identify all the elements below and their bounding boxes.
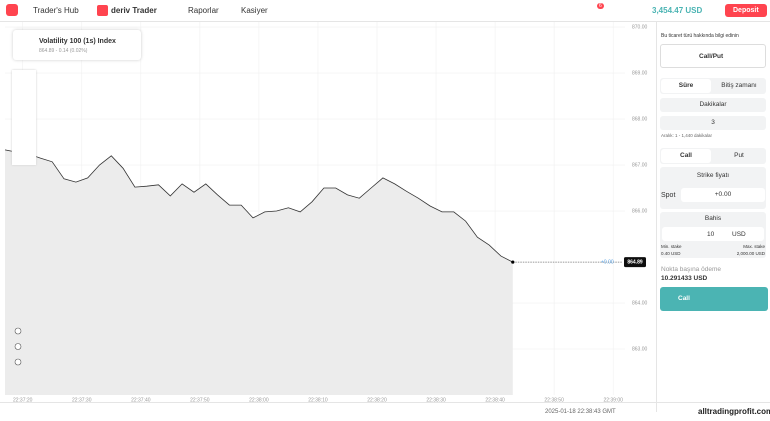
strike-label: Strike fiyatı [696,172,730,179]
y-tick-label: 866.00 [632,208,648,214]
x-tick-label: 22:37:40 [131,397,151,403]
logo[interactable] [6,4,18,16]
watermark: alltradingprofit.com [698,407,770,416]
change-label: +0.00 [601,259,614,265]
notification-badge[interactable]: 6 [597,3,604,9]
duration-tab[interactable]: Süre [661,79,711,93]
buy-call-button[interactable]: Call [678,295,690,302]
zoom-control [14,343,22,350]
trade-panel: Bu ticaret türü hakkında bilgi edinin Ca… [656,22,770,412]
max-stake: 2,000.00 USD [736,251,765,256]
duration-input[interactable]: 3 [660,116,766,130]
y-tick-label: 864.00 [632,300,648,306]
stake-title: Bahis [704,215,722,222]
put-tab[interactable]: Put [734,152,744,159]
spot-label: Spot [661,192,676,199]
x-tick-label: 22:37:20 [13,397,33,403]
strike-input[interactable]: +0.00 [681,188,765,202]
x-tick-label: 22:37:30 [72,397,92,403]
call-tab[interactable]: Call [661,149,711,163]
toolbar[interactable] [12,70,36,165]
payout-label: Nokta başına ödeme [661,266,721,273]
unit-select[interactable]: Dakikalar [660,98,766,112]
payout: 10.291433 USD [661,275,708,282]
last-price-dot [511,260,515,264]
y-tick-label: 863.00 [632,346,648,352]
deposit-button[interactable]: Deposit [725,4,767,17]
balance[interactable]: 3,454.47 USD [652,6,703,15]
zoom-control [14,327,22,335]
y-tick-label: 868.00 [632,116,648,122]
top-nav: Trader's Hub deriv Trader Raporlar Kasiy… [0,0,770,22]
price-tag [624,257,646,268]
trader-link[interactable]: deriv Trader [111,6,157,15]
min-stake: 0.40 USD [661,251,681,256]
y-tick-label: 867.00 [632,162,648,168]
min-stake-label: Min. stake [661,244,682,249]
price-line [4,149,513,263]
trader-icon [97,5,108,16]
price-area [5,149,513,395]
hub-link[interactable]: Trader's Hub [33,6,79,15]
stake-currency: USD [732,231,746,238]
range-hint: Aralık: 1 - 1,440 dakikalar [661,133,713,138]
y-tick-label: 869.00 [632,70,648,76]
zoom-control [14,358,22,366]
symbol-quote: 864.89 - 0.14 (0.02%) [39,48,88,54]
x-tick-label: 22:38:10 [308,397,328,403]
stake-input[interactable]: 10 [707,231,715,238]
reports-link[interactable]: Raporlar [188,6,219,15]
x-tick-label: 22:38:20 [367,397,387,403]
x-tick-label: 22:37:50 [190,397,210,403]
cashier-link[interactable]: Kasiyer [241,6,268,15]
x-tick-label: 22:38:00 [249,397,269,403]
x-tick-label: 22:38:30 [426,397,446,403]
learn-link[interactable]: Bu ticaret türü hakkında bilgi edinin [661,33,739,39]
price-tag-label: 864.89 [627,259,643,265]
footer: 2025-01-18 22:38:43 GMT alltradingprofit… [0,402,770,421]
y-tick-label: 870.00 [632,24,648,30]
chart: 870.00 869.00 868.00 867.00 866.00 864.00 863.… [4,22,648,403]
symbol-box[interactable]: Volatility 100 (1s) Index 864.89 - 0.14 … [13,30,141,60]
max-stake-label: Max. stake [743,244,765,249]
end-time-tab[interactable]: Bitiş zamanı [721,82,757,89]
x-tick-label: 22:38:50 [544,397,564,403]
server-time: 2025-01-18 22:38:43 GMT [545,409,616,415]
x-tick-label: 22:38:40 [485,397,505,403]
x-tick-label: 22:39:00 [603,397,623,403]
trade-type[interactable]: Call/Put [699,53,724,60]
symbol-name: Volatility 100 (1s) Index [39,38,116,45]
